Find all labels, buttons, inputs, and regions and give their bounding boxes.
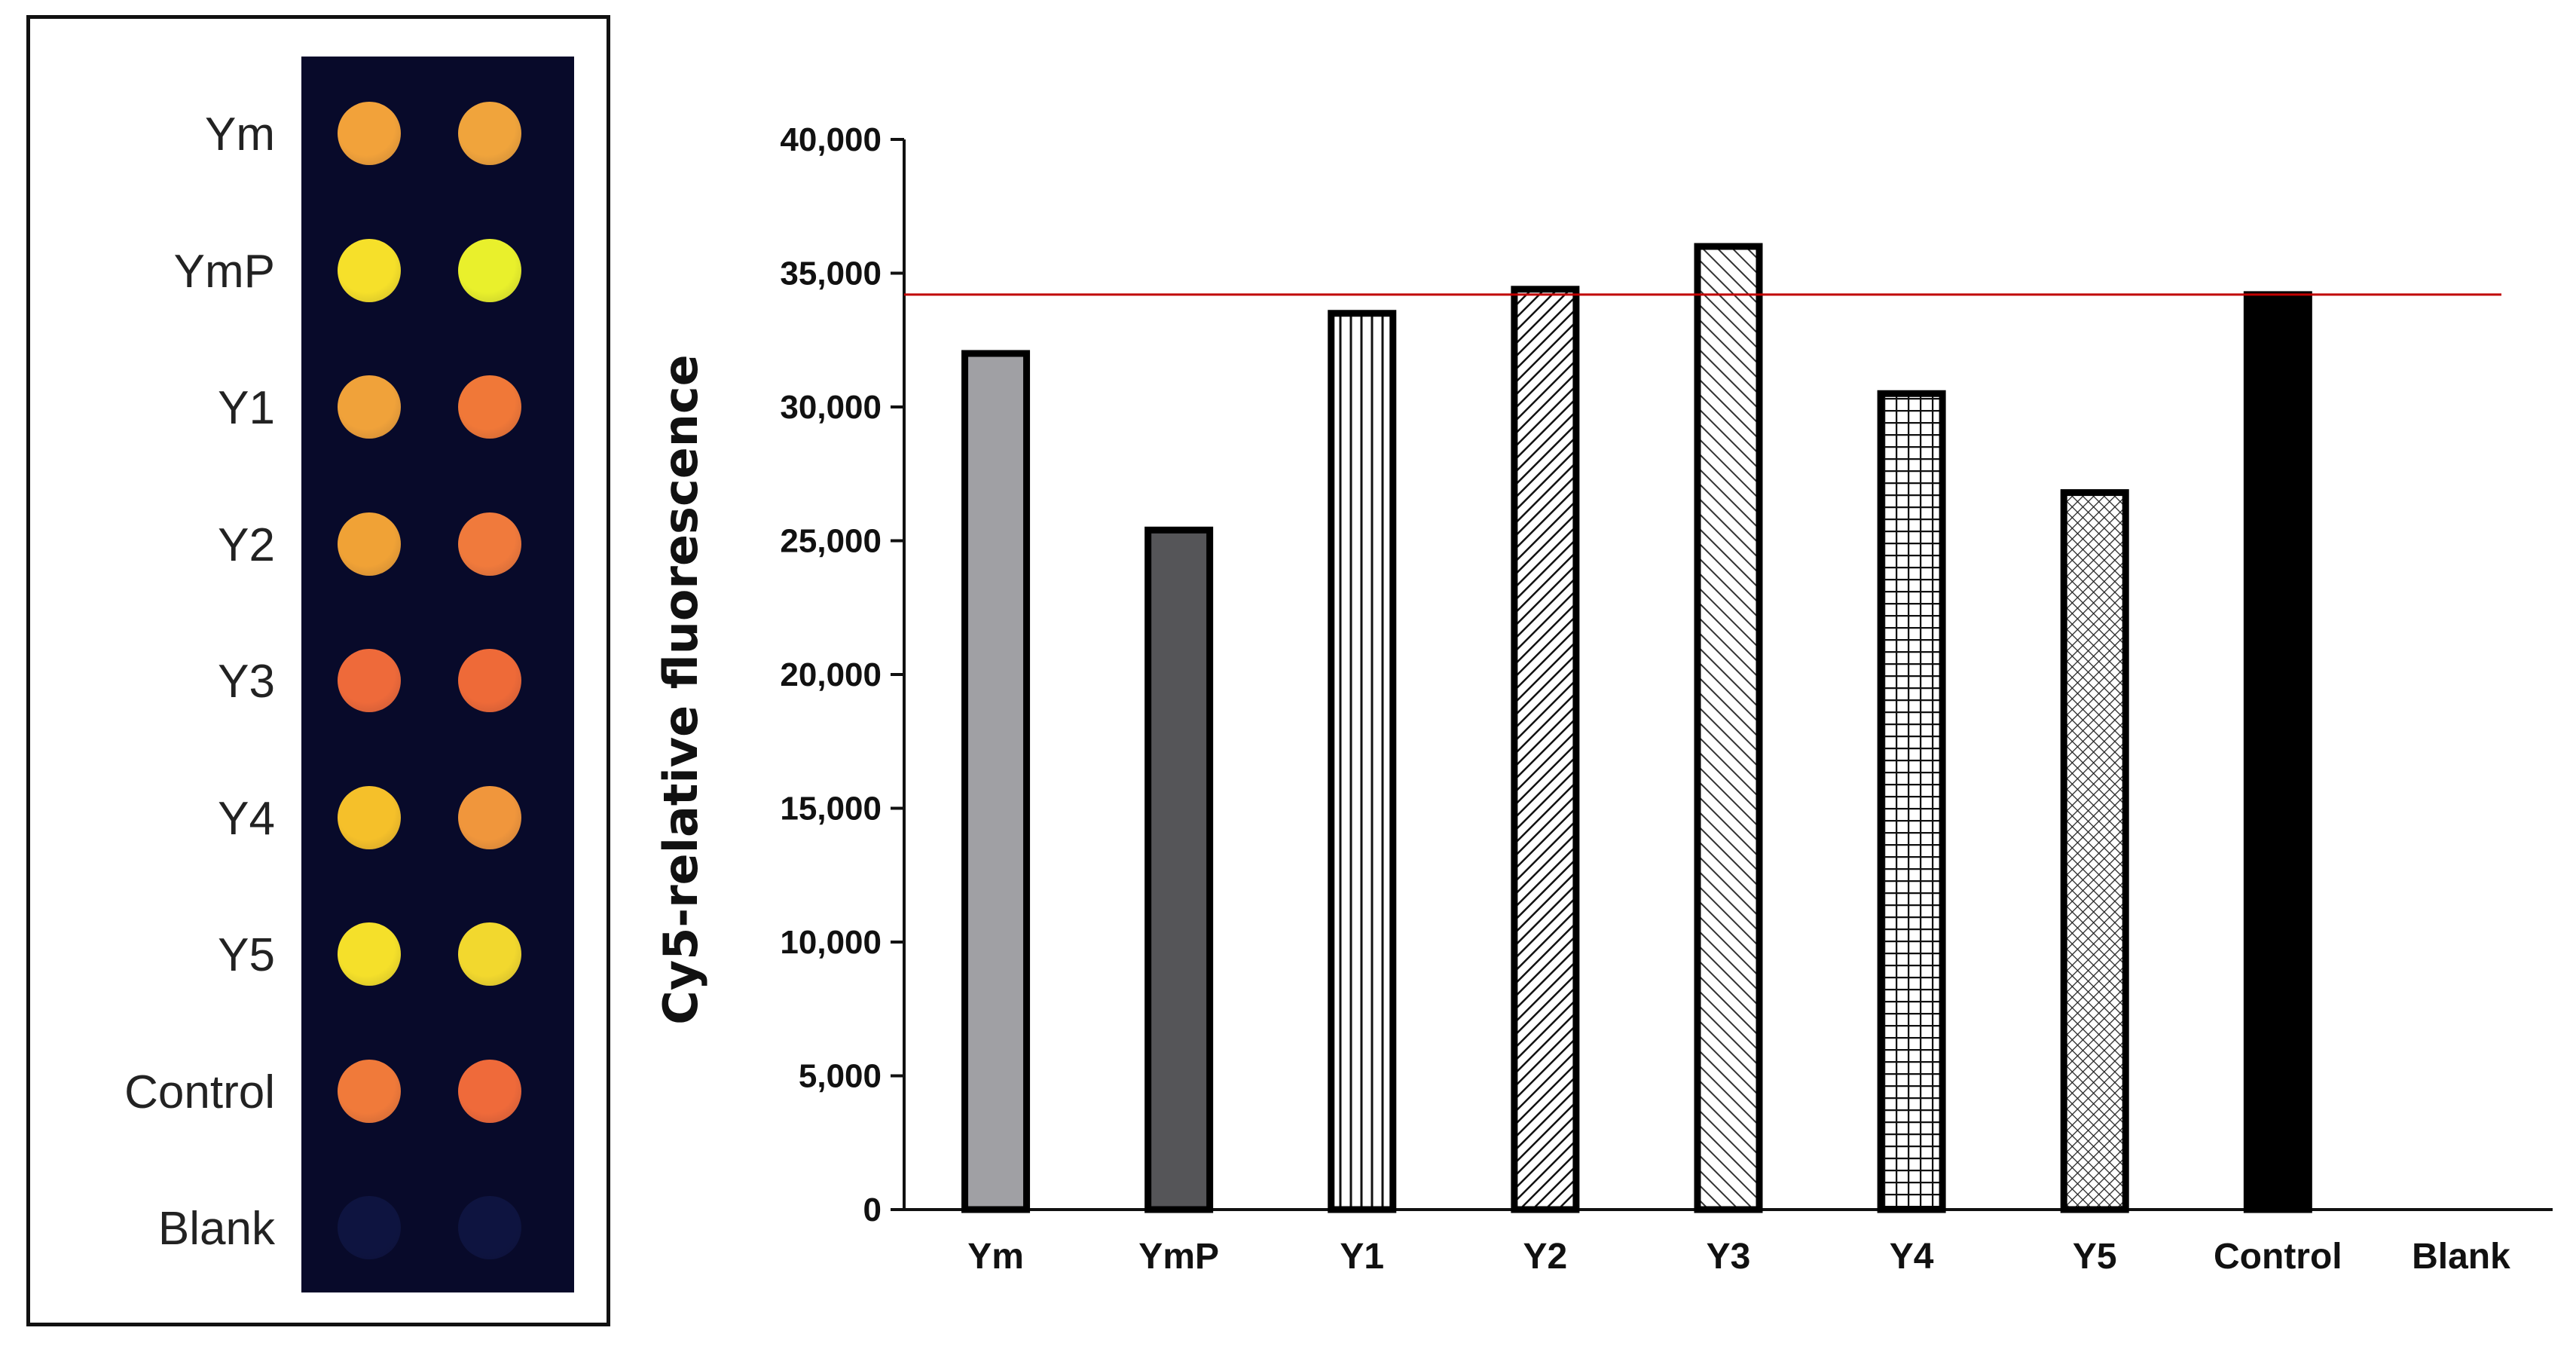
- array-spot: [458, 649, 521, 712]
- array-spot: [458, 922, 521, 986]
- bar: [1877, 390, 1946, 1213]
- y-tick-label: 5,000: [799, 1058, 882, 1095]
- y-tick-label: 15,000: [780, 791, 882, 827]
- x-tick-label: Y1: [1340, 1237, 1384, 1277]
- spot-row-label: Y5: [218, 929, 275, 981]
- y-tick-label: 40,000: [780, 121, 882, 158]
- array-spot: [338, 1196, 401, 1259]
- spot-row-label: Y3: [218, 656, 275, 708]
- array-spot: [458, 512, 521, 576]
- y-axis-label: Cy5-relative fluorescence: [653, 354, 708, 1024]
- array-spot: [338, 102, 401, 165]
- y-tick-label: 10,000: [780, 924, 882, 961]
- y-tick-label: 25,000: [780, 523, 882, 560]
- spot-row-label: Y2: [218, 518, 275, 571]
- y-tick-label: 30,000: [780, 389, 882, 426]
- x-tick-label: Ym: [967, 1237, 1024, 1277]
- array-spot: [338, 375, 401, 439]
- x-tick-label: Blank: [2412, 1237, 2510, 1277]
- array-spot: [338, 785, 401, 849]
- bar: [961, 350, 1031, 1213]
- bar: [1144, 526, 1214, 1213]
- array-spot: [458, 1196, 521, 1259]
- spot-row-label: Y4: [218, 792, 275, 845]
- bar: [1511, 286, 1580, 1213]
- spot-row-label: Blank: [157, 1203, 275, 1255]
- array-spot: [458, 1059, 521, 1123]
- array-spot: [338, 922, 401, 986]
- bar: [1694, 243, 1763, 1213]
- y-tick-label: 20,000: [780, 656, 882, 693]
- array-spot: [338, 649, 401, 712]
- array-spot: [338, 512, 401, 576]
- spot-row-label: YmP: [173, 245, 275, 298]
- spot-row-label: Control: [124, 1066, 275, 1118]
- bar: [2243, 291, 2312, 1213]
- x-tick-label: Y2: [1523, 1237, 1568, 1277]
- x-tick-label: Control: [2214, 1237, 2342, 1277]
- x-tick-label: Y4: [1890, 1237, 1934, 1277]
- y-tick-label: 0: [863, 1191, 882, 1228]
- array-spot: [458, 238, 521, 302]
- y-tick-label: 35,000: [780, 255, 882, 292]
- bar: [1328, 310, 1397, 1213]
- array-spot: [458, 102, 521, 165]
- x-tick-label: YmP: [1138, 1237, 1219, 1277]
- x-tick-label: Y5: [2073, 1237, 2117, 1277]
- microarray-panel: Ym YmP Y1 Y2 Y3 Y4 Y5 Control Blank: [26, 15, 610, 1326]
- array-spot: [338, 1059, 401, 1123]
- spot-row-label: Ym: [205, 109, 275, 161]
- spot-row-label: Y1: [218, 382, 275, 434]
- array-spot: [458, 785, 521, 849]
- array-spot: [338, 238, 401, 302]
- bar: [2060, 489, 2129, 1213]
- array-spot: [458, 375, 521, 439]
- x-tick-label: Y3: [1707, 1237, 1751, 1277]
- bar-chart: 0 5,000 10,000 15,000 20,000 25,000 30,000 35,0…: [653, 121, 2553, 1277]
